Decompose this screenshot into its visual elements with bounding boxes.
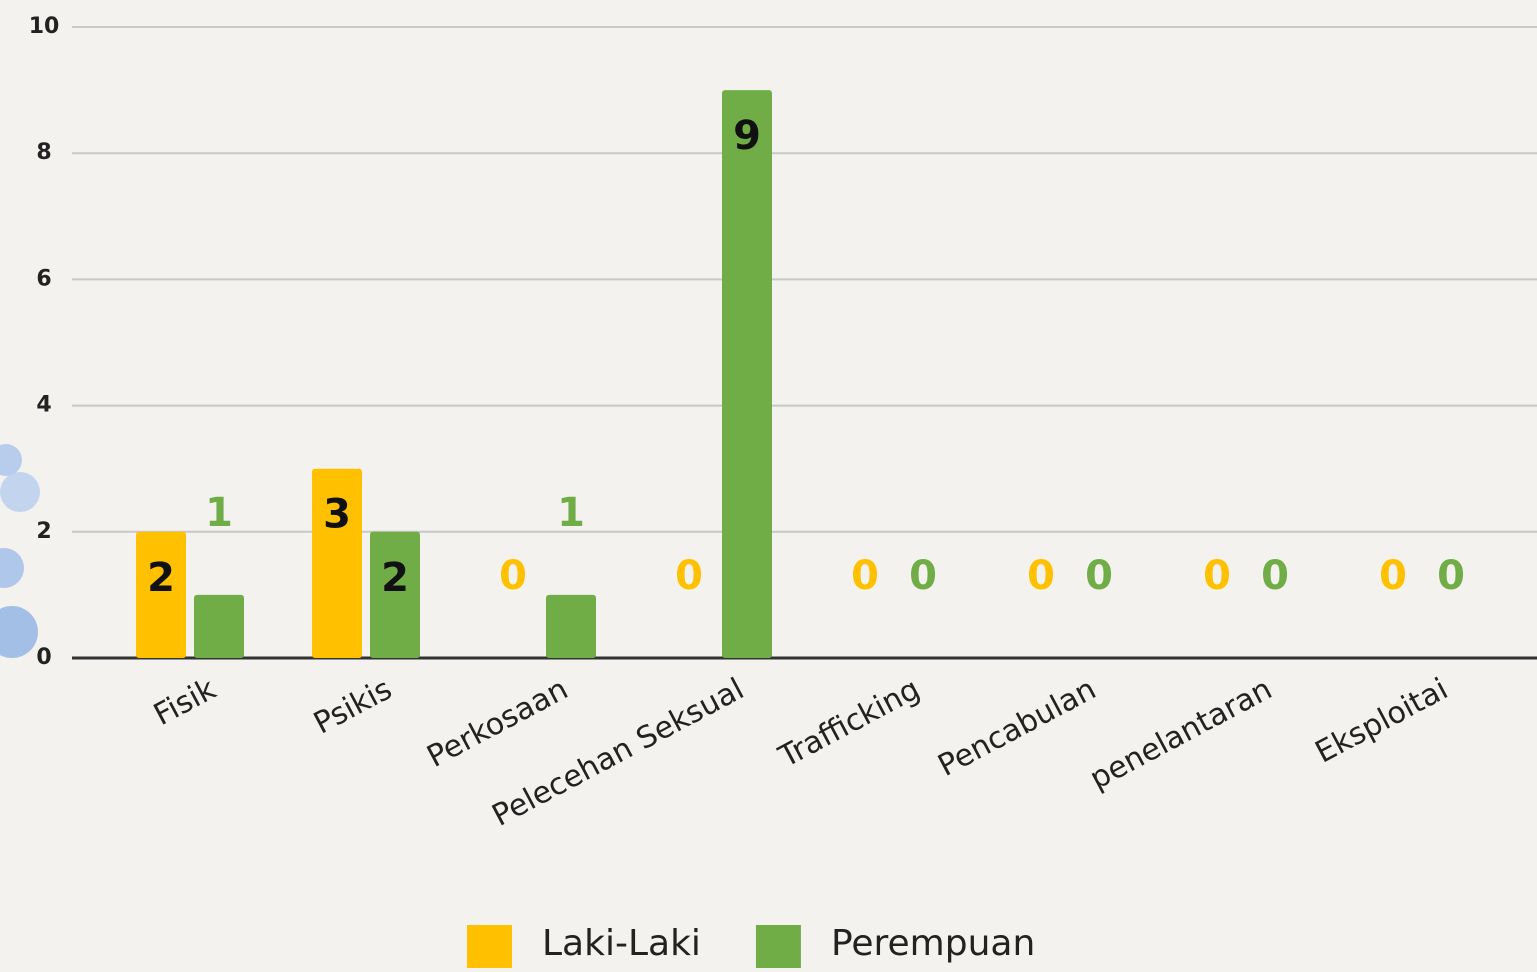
decoration (0, 472, 40, 512)
x-tick-label: penelantaran (1084, 672, 1278, 797)
data-label: 0 (499, 553, 527, 599)
data-label: 0 (1027, 553, 1055, 599)
x-tick-label: Perkosaan (421, 672, 573, 775)
decoration (0, 444, 22, 476)
data-label: 0 (1085, 553, 1113, 599)
y-tick-label: 4 (36, 393, 51, 418)
x-tick-label: Trafficking (773, 672, 926, 776)
data-label: 0 (851, 553, 879, 599)
data-label: 2 (147, 555, 175, 601)
legend-label: Laki-Laki (542, 923, 701, 964)
x-tick-label: Fisik (148, 671, 222, 733)
bar (546, 594, 596, 658)
bar (194, 594, 244, 658)
bar (136, 531, 186, 658)
data-label: 1 (557, 490, 585, 536)
bar (370, 531, 420, 658)
data-label: 3 (323, 492, 351, 538)
y-tick-label: 2 (36, 519, 51, 544)
data-label: 0 (675, 553, 703, 599)
bar (722, 90, 772, 659)
decoration (0, 606, 38, 658)
data-label: 2 (381, 555, 409, 601)
data-label: 9 (733, 113, 761, 159)
data-label: 0 (1437, 553, 1465, 599)
x-tick-label: Eksploitai (1310, 672, 1454, 771)
y-tick-label: 10 (29, 14, 60, 39)
x-tick-label: Psikis (308, 672, 398, 742)
data-label: 0 (909, 553, 937, 599)
bar (312, 468, 362, 658)
y-tick-label: 8 (36, 140, 51, 165)
y-tick-label: 0 (36, 645, 51, 670)
data-label: 0 (1379, 553, 1407, 599)
data-label: 1 (205, 490, 233, 536)
decoration (0, 548, 24, 588)
y-tick-label: 6 (36, 266, 51, 291)
x-tick-label: Pencabulan (932, 672, 1101, 784)
legend-swatch (467, 925, 512, 968)
legend-label: Perempuan (831, 923, 1035, 964)
data-label: 0 (1261, 553, 1289, 599)
data-label: 0 (1203, 553, 1231, 599)
legend-swatch (755, 925, 801, 968)
